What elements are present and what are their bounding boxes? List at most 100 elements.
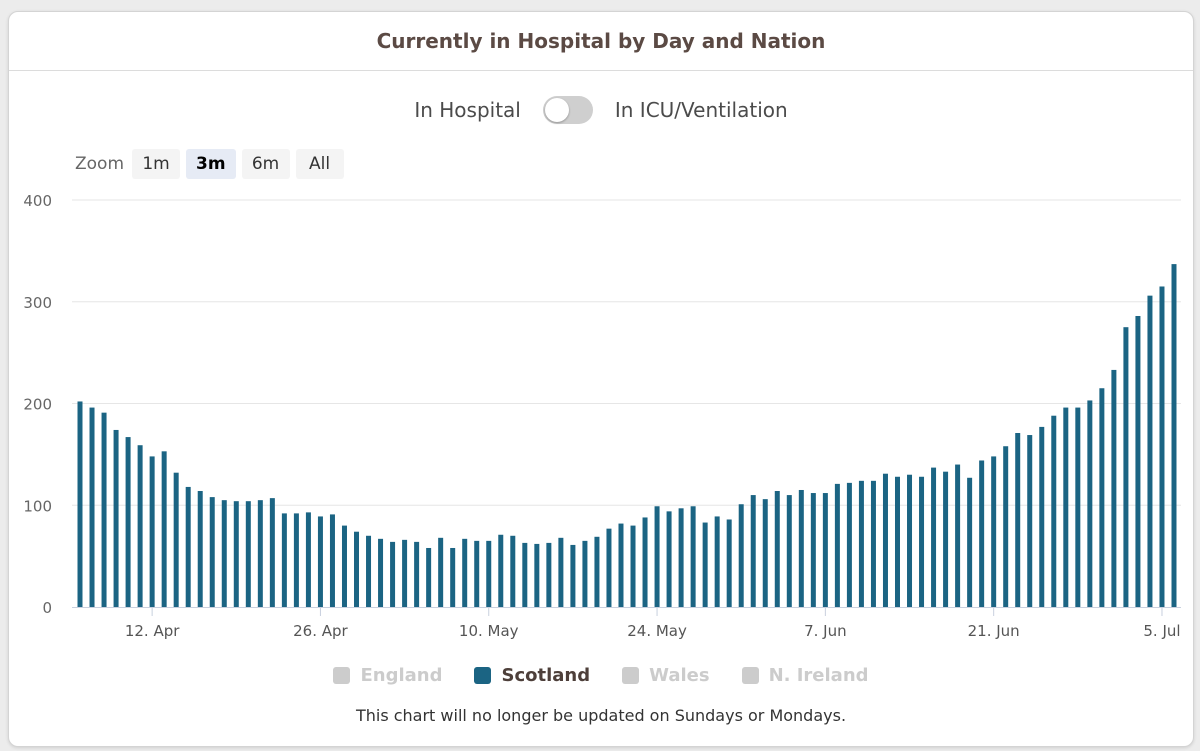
bar (546, 542, 552, 607)
bar (690, 506, 696, 607)
x-tick-label: 10. May (459, 622, 519, 640)
bar (1051, 415, 1057, 607)
switch-knob (544, 98, 569, 122)
bar (125, 437, 131, 607)
bar (558, 537, 564, 607)
bar (293, 513, 299, 607)
bar (870, 480, 876, 607)
bar (846, 482, 852, 607)
legend-label-n-ireland: N. Ireland (768, 665, 869, 686)
bar (1123, 327, 1129, 607)
hospital-icu-switch[interactable] (542, 96, 593, 124)
y-tick-label: 200 (23, 396, 52, 414)
legend-item-n-ireland[interactable]: N. Ireland (741, 665, 869, 686)
bar (907, 474, 913, 607)
bar (137, 445, 143, 607)
zoom-all-button[interactable]: All (295, 149, 344, 179)
bar (366, 535, 372, 607)
bar (534, 543, 540, 607)
hospital-icu-toggle-row: In Hospital In ICU/Ventilation (9, 96, 1193, 124)
bar (221, 500, 227, 607)
bar (630, 525, 636, 607)
footnote: This chart will no longer be updated on … (355, 706, 847, 725)
x-tick-label: 21. Jun (968, 622, 1020, 640)
bar (209, 497, 215, 607)
legend-item-scotland[interactable]: Scotland (474, 665, 590, 686)
bar (185, 486, 191, 607)
bar (570, 544, 576, 607)
bar (486, 540, 492, 607)
bar (931, 467, 937, 607)
bar (149, 456, 155, 607)
x-tick-label: 7. Jun (804, 622, 847, 640)
bar (197, 491, 203, 607)
bar (618, 523, 624, 607)
legend-label-england: England (360, 665, 443, 686)
bar (257, 500, 263, 607)
bar (678, 508, 684, 607)
bar (354, 531, 360, 607)
bar (979, 460, 985, 607)
legend-label-scotland: Scotland (501, 665, 591, 686)
bar (281, 513, 287, 607)
bar (1135, 315, 1141, 607)
chart-title: Currently in Hospital by Day and Nation (376, 29, 826, 53)
bar (1015, 433, 1021, 607)
bar (378, 538, 384, 607)
legend-swatch-scotland (474, 667, 492, 684)
legend-swatch-england (333, 667, 351, 684)
bar (510, 535, 516, 607)
bar (822, 493, 828, 607)
bar (1171, 264, 1177, 607)
bar-chart: 0 100 200 300 400 12. Apr 26. Apr 10. May 24. Ma… (23, 192, 1181, 640)
bar (666, 511, 672, 607)
bar (582, 540, 588, 607)
bar (498, 534, 504, 607)
x-tick-label: 5. Jul (1143, 622, 1180, 640)
bar (101, 412, 107, 607)
bar (341, 525, 347, 607)
x-tick-label: 26. Apr (293, 622, 348, 640)
bar (438, 537, 444, 607)
bar (1027, 435, 1033, 607)
x-tick-label: 24. May (627, 622, 687, 640)
bar (774, 491, 780, 607)
bar (1087, 400, 1093, 607)
legend-item-wales[interactable]: Wales (622, 665, 710, 686)
legend-swatch-n-ireland (741, 667, 759, 684)
card-header: Currently in Hospital by Day and Nation (9, 12, 1193, 71)
zoom-label: Zoom (75, 154, 125, 174)
bar (943, 471, 949, 607)
bar (233, 501, 239, 607)
bar (894, 476, 900, 607)
chart-card: Currently in Hospital by Day and Nation … (8, 11, 1194, 747)
bar (1075, 407, 1081, 607)
bar (955, 464, 961, 607)
bar (714, 516, 720, 607)
bar (317, 516, 323, 607)
bar (762, 499, 768, 607)
bar (426, 547, 432, 607)
zoom-controls: Zoom 1m 3m 6m All (75, 149, 344, 179)
bar (654, 506, 660, 607)
bar (1039, 426, 1045, 607)
bar (1099, 388, 1105, 607)
bar (919, 476, 925, 607)
bar (1159, 286, 1165, 607)
in-icu-label: In ICU/Ventilation (614, 98, 788, 122)
bar (967, 477, 973, 607)
bar (642, 517, 648, 607)
y-tick-label: 300 (23, 294, 52, 312)
x-tick-label: 12. Apr (125, 622, 180, 640)
zoom-3m-button[interactable]: 3m (186, 149, 236, 179)
zoom-6m-button[interactable]: 6m (241, 149, 290, 179)
legend-item-england[interactable]: England (333, 665, 442, 686)
bar (834, 483, 840, 607)
bar (522, 542, 528, 607)
bar (1147, 295, 1153, 607)
y-tick-label: 400 (23, 192, 52, 210)
bar (594, 536, 600, 607)
bar (786, 495, 792, 607)
zoom-1m-button[interactable]: 1m (132, 149, 181, 179)
bar (810, 493, 816, 607)
